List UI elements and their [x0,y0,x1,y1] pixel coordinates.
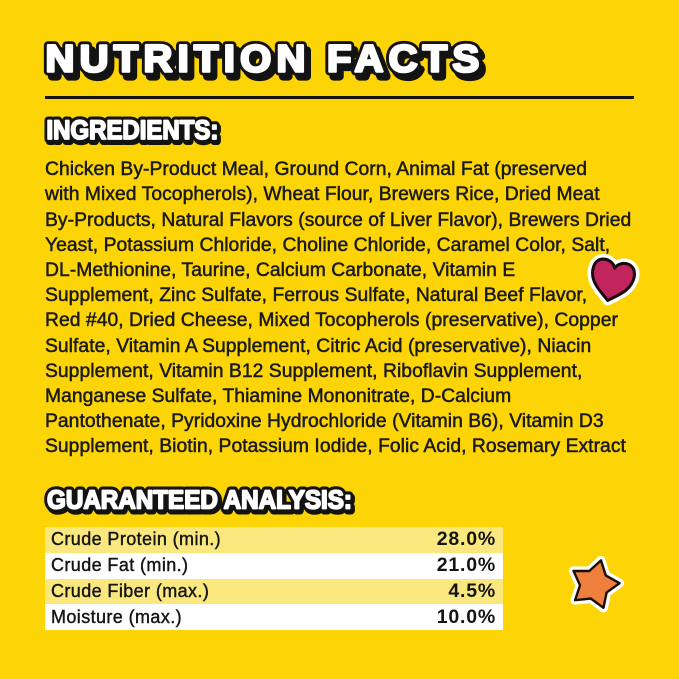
svg-text:INGREDIENTS:: INGREDIENTS: [47,116,219,145]
svg-text:GUARANTEED ANALYSIS:: GUARANTEED ANALYSIS: [47,486,352,515]
svg-text:GUARANTEED ANALYSIS:: GUARANTEED ANALYSIS: [49,488,354,517]
svg-text:NUTRITION FACTS: NUTRITION FACTS [46,38,485,80]
svg-text:NUTRITION FACTS: NUTRITION FACTS [50,43,489,85]
svg-text:NUTRITION FACTS: NUTRITION FACTS [46,38,485,80]
svg-text:INGREDIENTS:: INGREDIENTS: [48,118,220,147]
svg-text:INGREDIENTS:: INGREDIENTS: [47,116,219,145]
svg-text:GUARANTEED ANALYSIS:: GUARANTEED ANALYSIS: [47,486,352,515]
